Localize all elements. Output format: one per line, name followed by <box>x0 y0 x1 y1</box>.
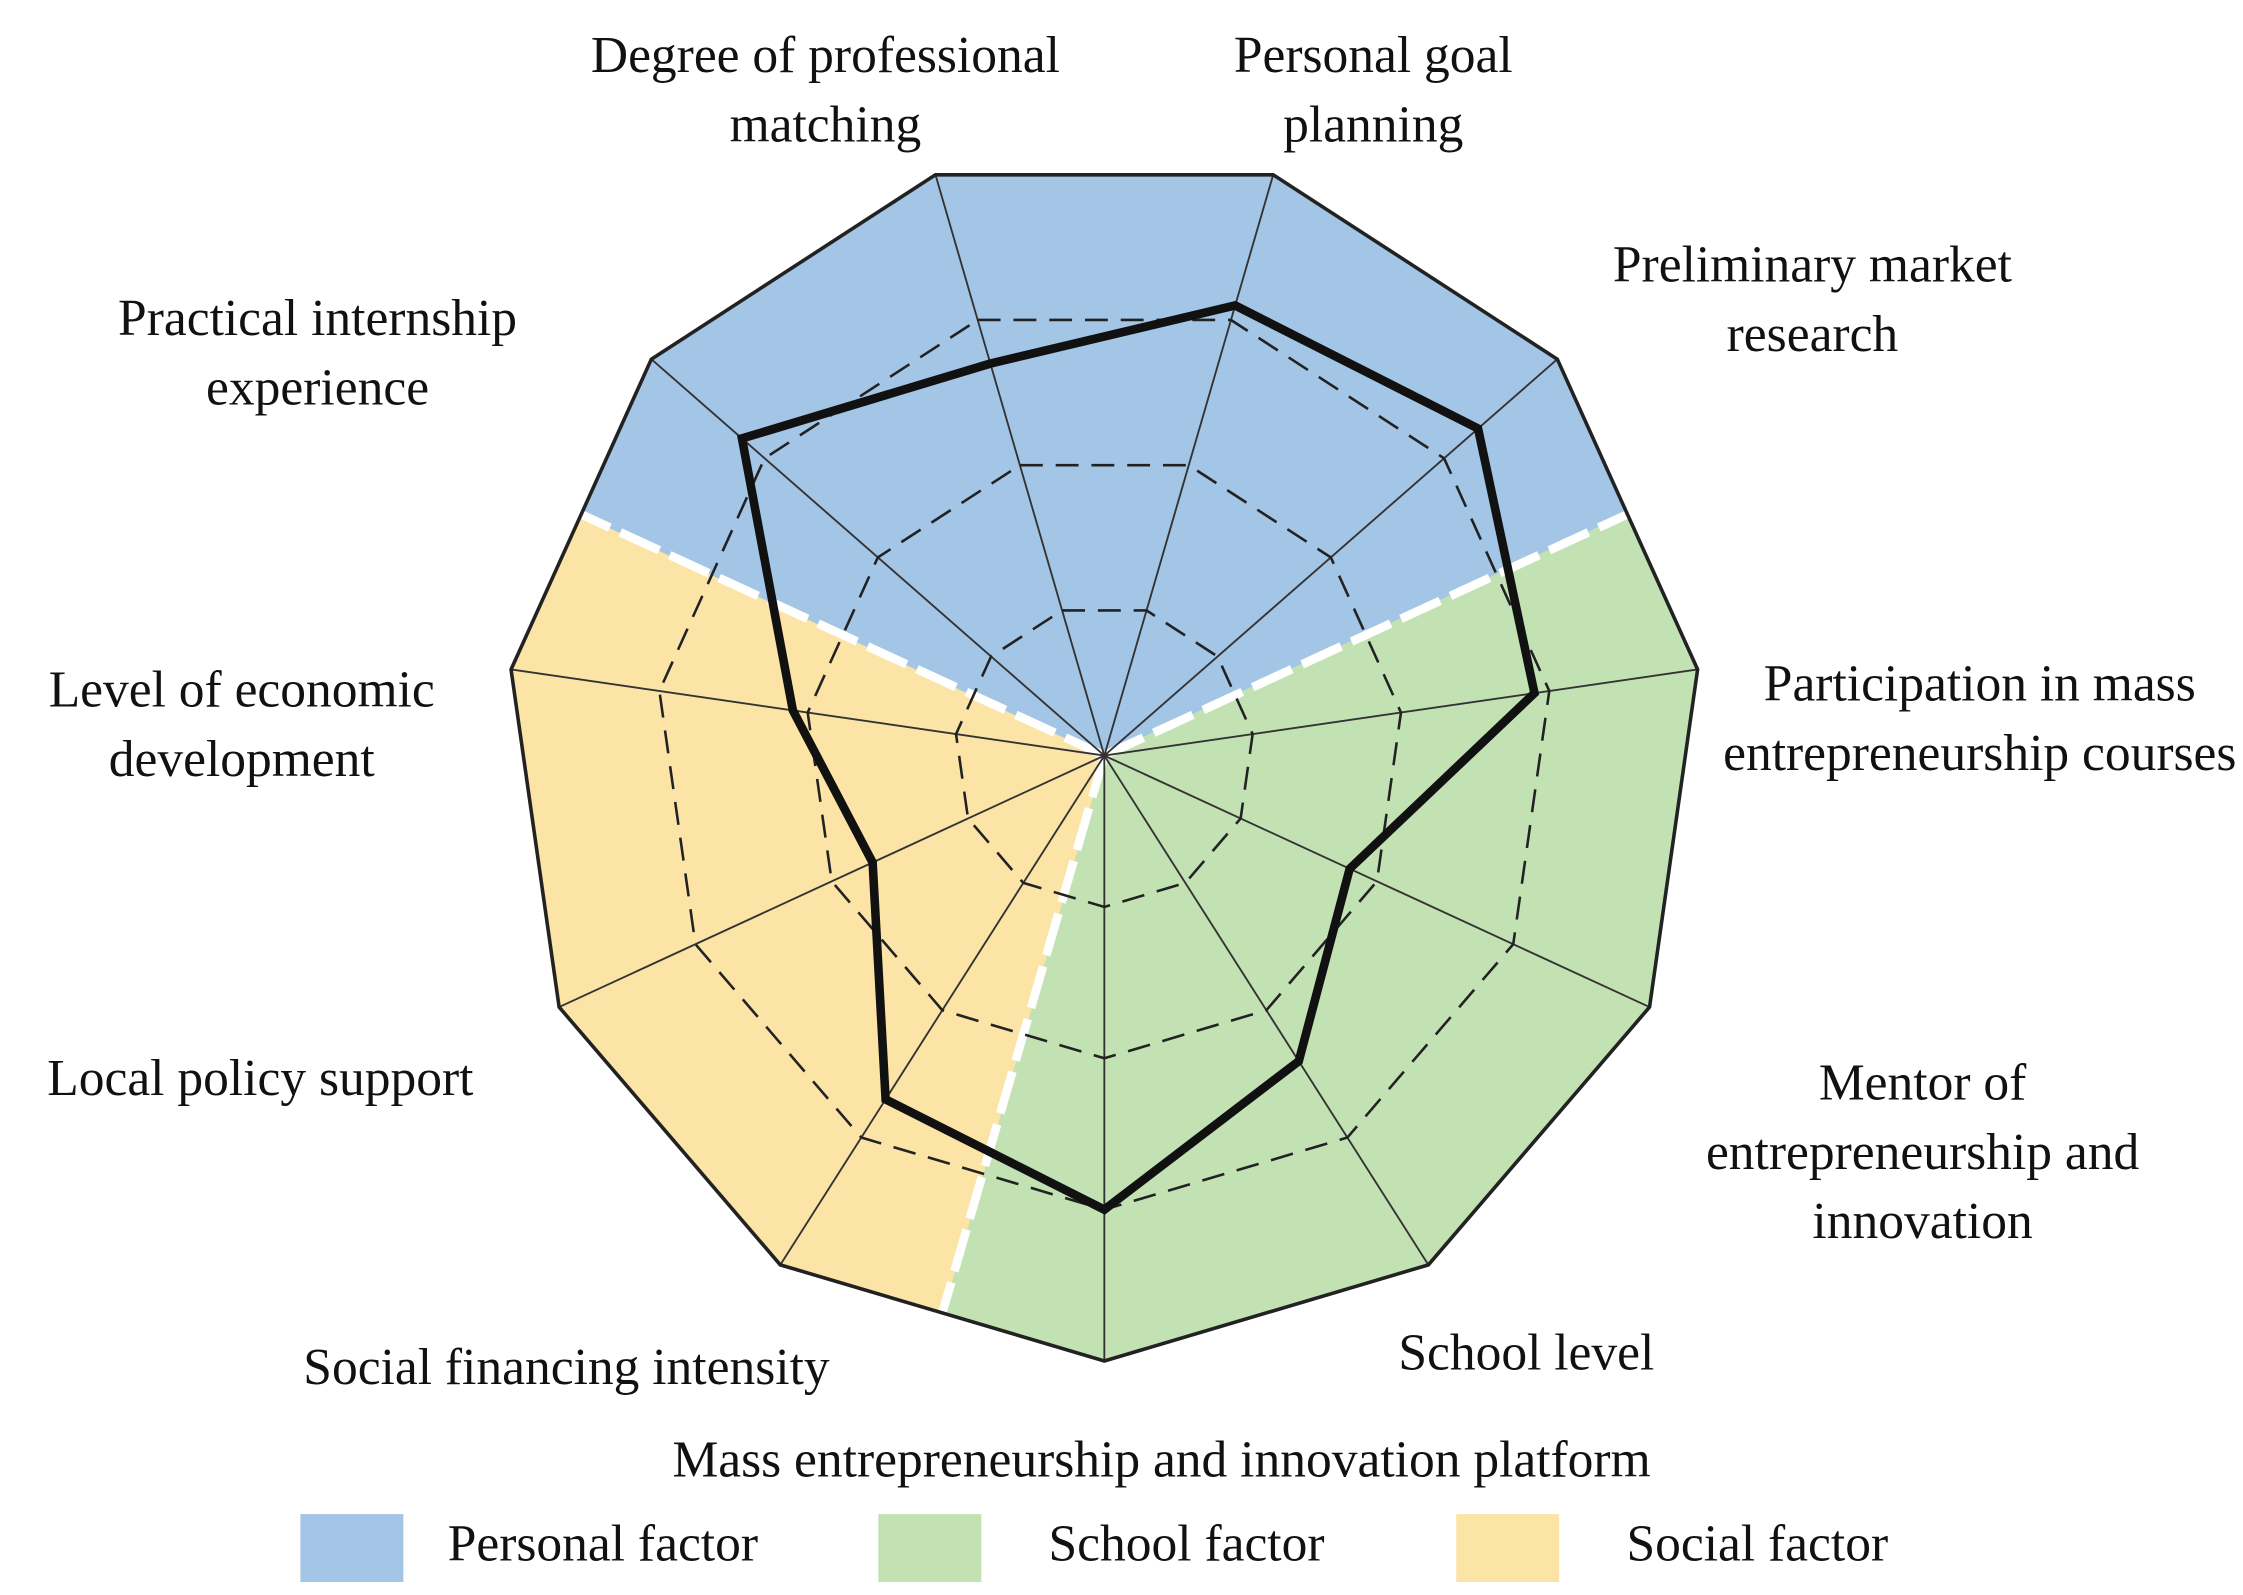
category-label-box: Practical internship experience <box>60 237 575 468</box>
category-label-wrap: Social financing intensity <box>209 1251 924 1482</box>
category-label-box: Local policy support <box>0 962 546 1193</box>
category-label-wrap: Level of economic development <box>0 608 485 839</box>
legend-swatch <box>1456 1514 1560 1582</box>
category-label-wrap: Participation in mass entrepreneurship c… <box>1708 602 2243 833</box>
legend-swatch <box>300 1514 404 1582</box>
category-label-box: Mass entrepreneurship and innovation pla… <box>518 1344 1805 1575</box>
spoke <box>1103 174 1275 756</box>
category-label-box: Level of economic development <box>0 608 485 839</box>
spoke <box>558 754 1105 1008</box>
spoke <box>1103 754 1650 1008</box>
category-label: Mass entrepreneurship and innovation pla… <box>672 1430 1651 1489</box>
grid-ring <box>954 609 1254 909</box>
category-label-box: Degree of professional matching <box>539 0 1111 205</box>
category-label-wrap: Practical internship experience <box>60 237 575 468</box>
category-label-wrap: Mentor of entrepreneurship and innovatio… <box>1651 1036 2195 1267</box>
category-label-wrap: School level <box>1312 1237 1741 1468</box>
category-label: School level <box>1398 1323 1655 1382</box>
grid-ring <box>806 463 1403 1060</box>
legend-label: Social factor <box>1626 1515 1888 1572</box>
category-label-wrap: Personal goal planning <box>1187 0 1559 205</box>
legend-label: Personal factor <box>448 1515 758 1572</box>
group-boundary <box>1102 510 1630 760</box>
category-label-box: Participation in mass entrepreneurship c… <box>1708 602 2243 833</box>
category-label-wrap: Local policy support <box>0 962 546 1193</box>
category-label: Degree of professional matching <box>590 26 1060 154</box>
category-label-box: Social financing intensity <box>209 1251 924 1482</box>
category-label: Mentor of entrepreneurship and innovatio… <box>1705 1053 2140 1250</box>
category-label-box: Personal goal planning <box>1187 0 1559 205</box>
group-boundary <box>579 510 1107 760</box>
category-label: Participation in mass entrepreneurship c… <box>1723 654 2237 782</box>
category-label-box: School level <box>1312 1237 1741 1468</box>
category-label: Local policy support <box>47 1048 474 1107</box>
category-label-box: Preliminary market research <box>1598 183 2027 414</box>
category-label-wrap: Mass entrepreneurship and innovation pla… <box>518 1344 1805 1575</box>
legend-swatch <box>878 1514 982 1582</box>
category-label: Practical internship experience <box>118 288 518 417</box>
category-label: Preliminary market research <box>1612 235 2012 363</box>
data-line <box>737 300 1540 1215</box>
grid-ring <box>509 172 1700 1363</box>
legend-label: School factor <box>1049 1515 1325 1572</box>
category-label: Social financing intensity <box>303 1337 830 1396</box>
category-label-wrap: Degree of professional matching <box>539 0 1111 205</box>
category-label: Personal goal planning <box>1233 26 1513 154</box>
category-label: Level of economic development <box>48 660 435 788</box>
category-label-box: Mentor of entrepreneurship and innovatio… <box>1651 1036 2195 1267</box>
category-label-wrap: Preliminary market research <box>1598 183 2027 414</box>
group-boundary <box>938 754 1109 1315</box>
spoke <box>934 174 1106 756</box>
